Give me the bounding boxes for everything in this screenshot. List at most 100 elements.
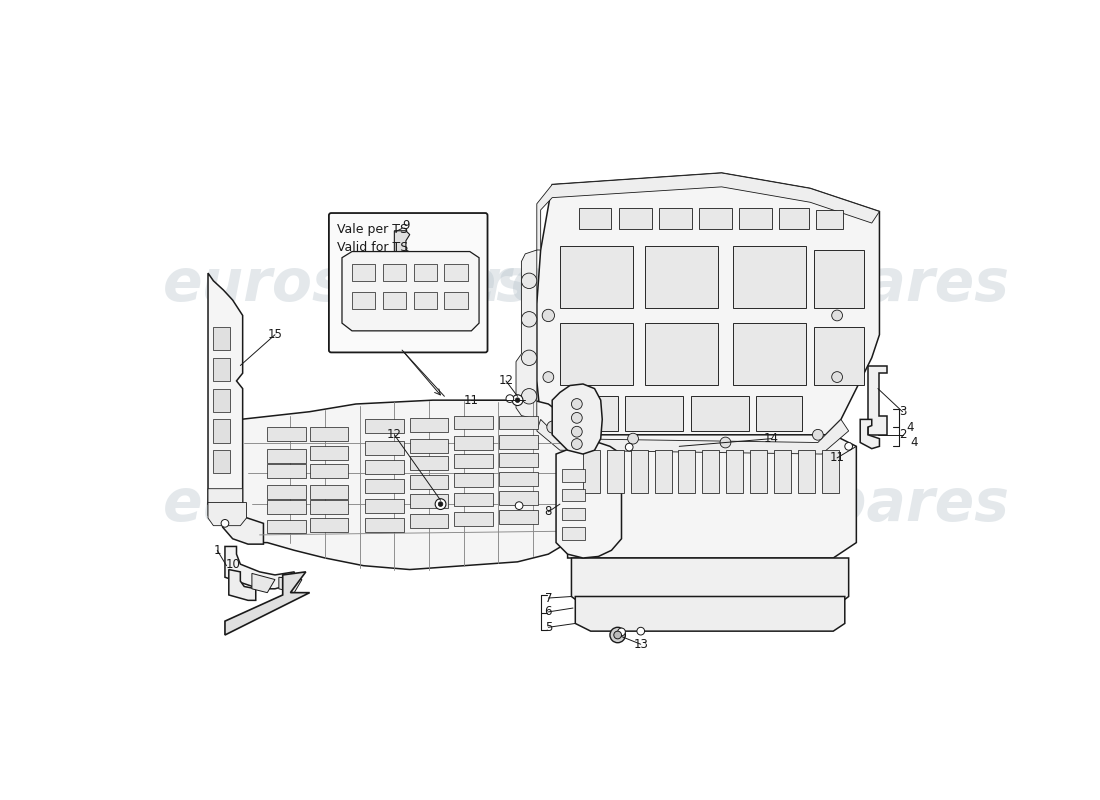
Circle shape bbox=[832, 372, 843, 382]
Polygon shape bbox=[537, 419, 849, 454]
Bar bbox=[779, 208, 808, 230]
Polygon shape bbox=[556, 442, 622, 558]
Bar bbox=[213, 389, 230, 412]
Bar bbox=[365, 498, 404, 513]
Bar bbox=[757, 396, 803, 431]
Bar bbox=[654, 450, 671, 493]
Bar bbox=[499, 454, 538, 467]
Bar bbox=[365, 419, 404, 434]
Circle shape bbox=[720, 437, 730, 448]
Bar bbox=[409, 438, 449, 453]
Circle shape bbox=[832, 310, 843, 321]
Bar bbox=[213, 419, 230, 442]
Bar bbox=[310, 485, 348, 498]
Bar bbox=[625, 396, 683, 431]
Bar bbox=[352, 264, 375, 281]
Circle shape bbox=[609, 627, 626, 642]
Bar bbox=[409, 475, 449, 489]
Bar bbox=[454, 493, 493, 506]
Text: eurospares: eurospares bbox=[403, 256, 771, 313]
Text: 4: 4 bbox=[906, 421, 914, 434]
Polygon shape bbox=[208, 489, 243, 518]
Text: 9: 9 bbox=[403, 219, 409, 232]
Circle shape bbox=[625, 443, 634, 451]
Circle shape bbox=[572, 426, 582, 437]
Bar bbox=[383, 292, 406, 310]
Circle shape bbox=[542, 310, 554, 322]
Polygon shape bbox=[537, 173, 880, 250]
Bar bbox=[733, 246, 806, 308]
Bar bbox=[267, 485, 306, 498]
Bar bbox=[310, 427, 348, 441]
Bar bbox=[499, 510, 538, 524]
Bar bbox=[562, 489, 585, 501]
Text: 2: 2 bbox=[899, 428, 906, 442]
Circle shape bbox=[521, 389, 537, 404]
Bar bbox=[414, 292, 437, 310]
Bar bbox=[444, 264, 468, 281]
Bar bbox=[383, 264, 406, 281]
Bar bbox=[814, 250, 865, 308]
Circle shape bbox=[521, 311, 537, 327]
Text: 15: 15 bbox=[267, 328, 283, 341]
Polygon shape bbox=[208, 273, 243, 518]
Polygon shape bbox=[537, 173, 880, 446]
Text: eurospares: eurospares bbox=[163, 475, 532, 533]
Text: 1: 1 bbox=[213, 544, 221, 557]
Bar bbox=[267, 427, 306, 441]
Bar bbox=[454, 415, 493, 430]
Circle shape bbox=[572, 438, 582, 450]
Bar bbox=[726, 450, 744, 493]
Bar bbox=[352, 292, 375, 310]
Bar bbox=[630, 450, 648, 493]
Bar bbox=[310, 446, 348, 460]
Bar bbox=[365, 441, 404, 455]
Bar bbox=[645, 323, 717, 385]
Circle shape bbox=[221, 519, 229, 527]
Text: 5: 5 bbox=[544, 621, 552, 634]
Circle shape bbox=[572, 413, 582, 423]
Bar bbox=[409, 514, 449, 528]
Bar bbox=[560, 323, 634, 385]
Circle shape bbox=[637, 627, 645, 635]
Bar bbox=[454, 454, 493, 468]
Text: 7: 7 bbox=[544, 591, 552, 605]
Bar bbox=[798, 450, 815, 493]
Polygon shape bbox=[572, 558, 849, 608]
Bar bbox=[365, 479, 404, 494]
Text: 3: 3 bbox=[899, 405, 906, 418]
Text: 6: 6 bbox=[544, 606, 552, 618]
Polygon shape bbox=[221, 512, 264, 544]
Text: eurospares: eurospares bbox=[640, 475, 1010, 533]
Polygon shape bbox=[208, 502, 246, 526]
Bar bbox=[365, 518, 404, 532]
Bar bbox=[267, 449, 306, 462]
Bar bbox=[414, 264, 437, 281]
Circle shape bbox=[521, 273, 537, 289]
Bar bbox=[691, 396, 749, 431]
Bar bbox=[659, 208, 692, 230]
Bar bbox=[700, 208, 732, 230]
Bar bbox=[213, 327, 230, 350]
Bar bbox=[499, 472, 538, 486]
Circle shape bbox=[543, 372, 553, 382]
Circle shape bbox=[813, 430, 823, 440]
Circle shape bbox=[506, 394, 514, 402]
Bar bbox=[267, 500, 306, 514]
Bar bbox=[267, 464, 306, 478]
Polygon shape bbox=[860, 419, 880, 449]
Bar bbox=[814, 327, 865, 385]
Circle shape bbox=[547, 421, 559, 434]
Bar bbox=[739, 208, 772, 230]
Bar bbox=[454, 512, 493, 526]
Text: eurospares: eurospares bbox=[640, 256, 1010, 313]
Polygon shape bbox=[229, 570, 255, 600]
Bar bbox=[310, 518, 348, 532]
Text: 11: 11 bbox=[829, 451, 845, 464]
Bar bbox=[580, 208, 612, 230]
Circle shape bbox=[845, 442, 853, 450]
Circle shape bbox=[614, 631, 622, 639]
Circle shape bbox=[521, 350, 537, 366]
Polygon shape bbox=[575, 597, 845, 631]
Polygon shape bbox=[568, 435, 856, 558]
